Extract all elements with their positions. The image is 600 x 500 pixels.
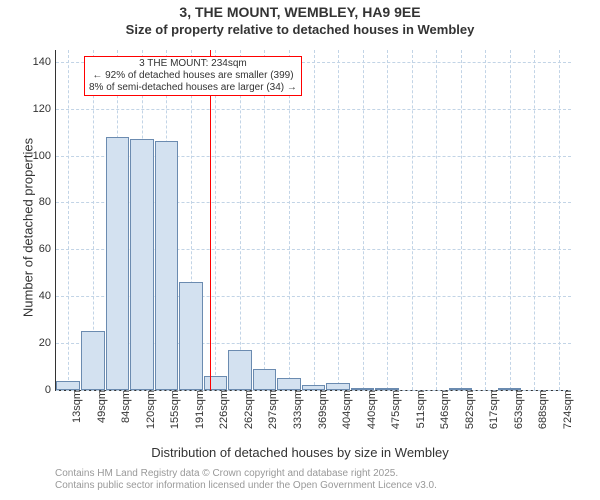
histogram-bar (277, 378, 301, 390)
grid-line-v (215, 50, 216, 390)
histogram-bar (204, 376, 228, 390)
y-tick-label: 20 (39, 337, 51, 349)
grid-line-v (264, 50, 265, 390)
x-tick-label: 333sqm (292, 390, 304, 438)
histogram-bar (56, 381, 80, 390)
chart-container: 3, THE MOUNT, WEMBLEY, HA9 9EE Size of p… (0, 0, 600, 500)
x-tick-label: 653sqm (513, 390, 525, 438)
histogram-bar (155, 141, 179, 390)
x-tick-label: 617sqm (488, 390, 500, 438)
annotation-line-2: ← 92% of detached houses are smaller (39… (89, 70, 297, 82)
histogram-bar (253, 369, 277, 390)
x-tick-label: 155sqm (169, 390, 181, 438)
x-tick-label: 440sqm (366, 390, 378, 438)
x-tick-label: 511sqm (415, 390, 427, 438)
annotation-line-1: 3 THE MOUNT: 234sqm (89, 58, 297, 70)
x-tick-label: 369sqm (317, 390, 329, 438)
grid-line-v (461, 50, 462, 390)
x-tick-label: 13sqm (71, 390, 83, 438)
y-tick-label: 0 (45, 384, 51, 396)
annotation-box: 3 THE MOUNT: 234sqm ← 92% of detached ho… (84, 56, 302, 96)
x-tick-label: 49sqm (96, 390, 108, 438)
y-tick-label: 40 (39, 290, 51, 302)
histogram-bar (130, 139, 154, 390)
grid-line-v (412, 50, 413, 390)
histogram-bar (81, 331, 105, 390)
y-tick-label: 100 (33, 150, 51, 162)
grid-line-v (387, 50, 388, 390)
grid-line-v (363, 50, 364, 390)
x-tick-label: 120sqm (145, 390, 157, 438)
x-tick-label: 262sqm (243, 390, 255, 438)
x-tick-label: 191sqm (194, 390, 206, 438)
histogram-bar (326, 383, 350, 390)
x-tick-label: 582sqm (464, 390, 476, 438)
x-tick-label: 226sqm (218, 390, 230, 438)
y-tick-label: 80 (39, 196, 51, 208)
y-tick-label: 60 (39, 243, 51, 255)
x-tick-label: 404sqm (341, 390, 353, 438)
grid-line-v (338, 50, 339, 390)
x-tick-label: 546sqm (439, 390, 451, 438)
reference-line (210, 50, 211, 390)
grid-line-v (559, 50, 560, 390)
y-tick-label: 120 (33, 103, 51, 115)
grid-line-v (436, 50, 437, 390)
x-tick-label: 475sqm (390, 390, 402, 438)
footnote-line-2: Contains public sector information licen… (55, 480, 600, 492)
histogram-bar (228, 350, 252, 390)
histogram-bar (179, 282, 203, 390)
x-tick-label: 688sqm (537, 390, 549, 438)
chart-title-main: 3, THE MOUNT, WEMBLEY, HA9 9EE (0, 4, 600, 20)
x-tick-label: 724sqm (562, 390, 574, 438)
x-tick-label: 297sqm (267, 390, 279, 438)
footnote-line-1: Contains HM Land Registry data © Crown c… (55, 468, 600, 480)
grid-line-v (534, 50, 535, 390)
annotation-line-3: 8% of semi-detached houses are larger (3… (89, 82, 297, 94)
footnote: Contains HM Land Registry data © Crown c… (0, 468, 600, 492)
grid-line-v (510, 50, 511, 390)
chart-title-sub: Size of property relative to detached ho… (0, 22, 600, 37)
grid-line-v (485, 50, 486, 390)
histogram-bar (106, 137, 130, 390)
x-tick-label: 84sqm (120, 390, 132, 438)
grid-line-v (240, 50, 241, 390)
grid-line-v (314, 50, 315, 390)
grid-line-v (68, 50, 69, 390)
y-tick-label: 140 (33, 56, 51, 68)
grid-line-v (289, 50, 290, 390)
plot-area: 3 THE MOUNT: 234sqm ← 92% of detached ho… (55, 50, 571, 391)
x-axis-label: Distribution of detached houses by size … (0, 445, 600, 460)
